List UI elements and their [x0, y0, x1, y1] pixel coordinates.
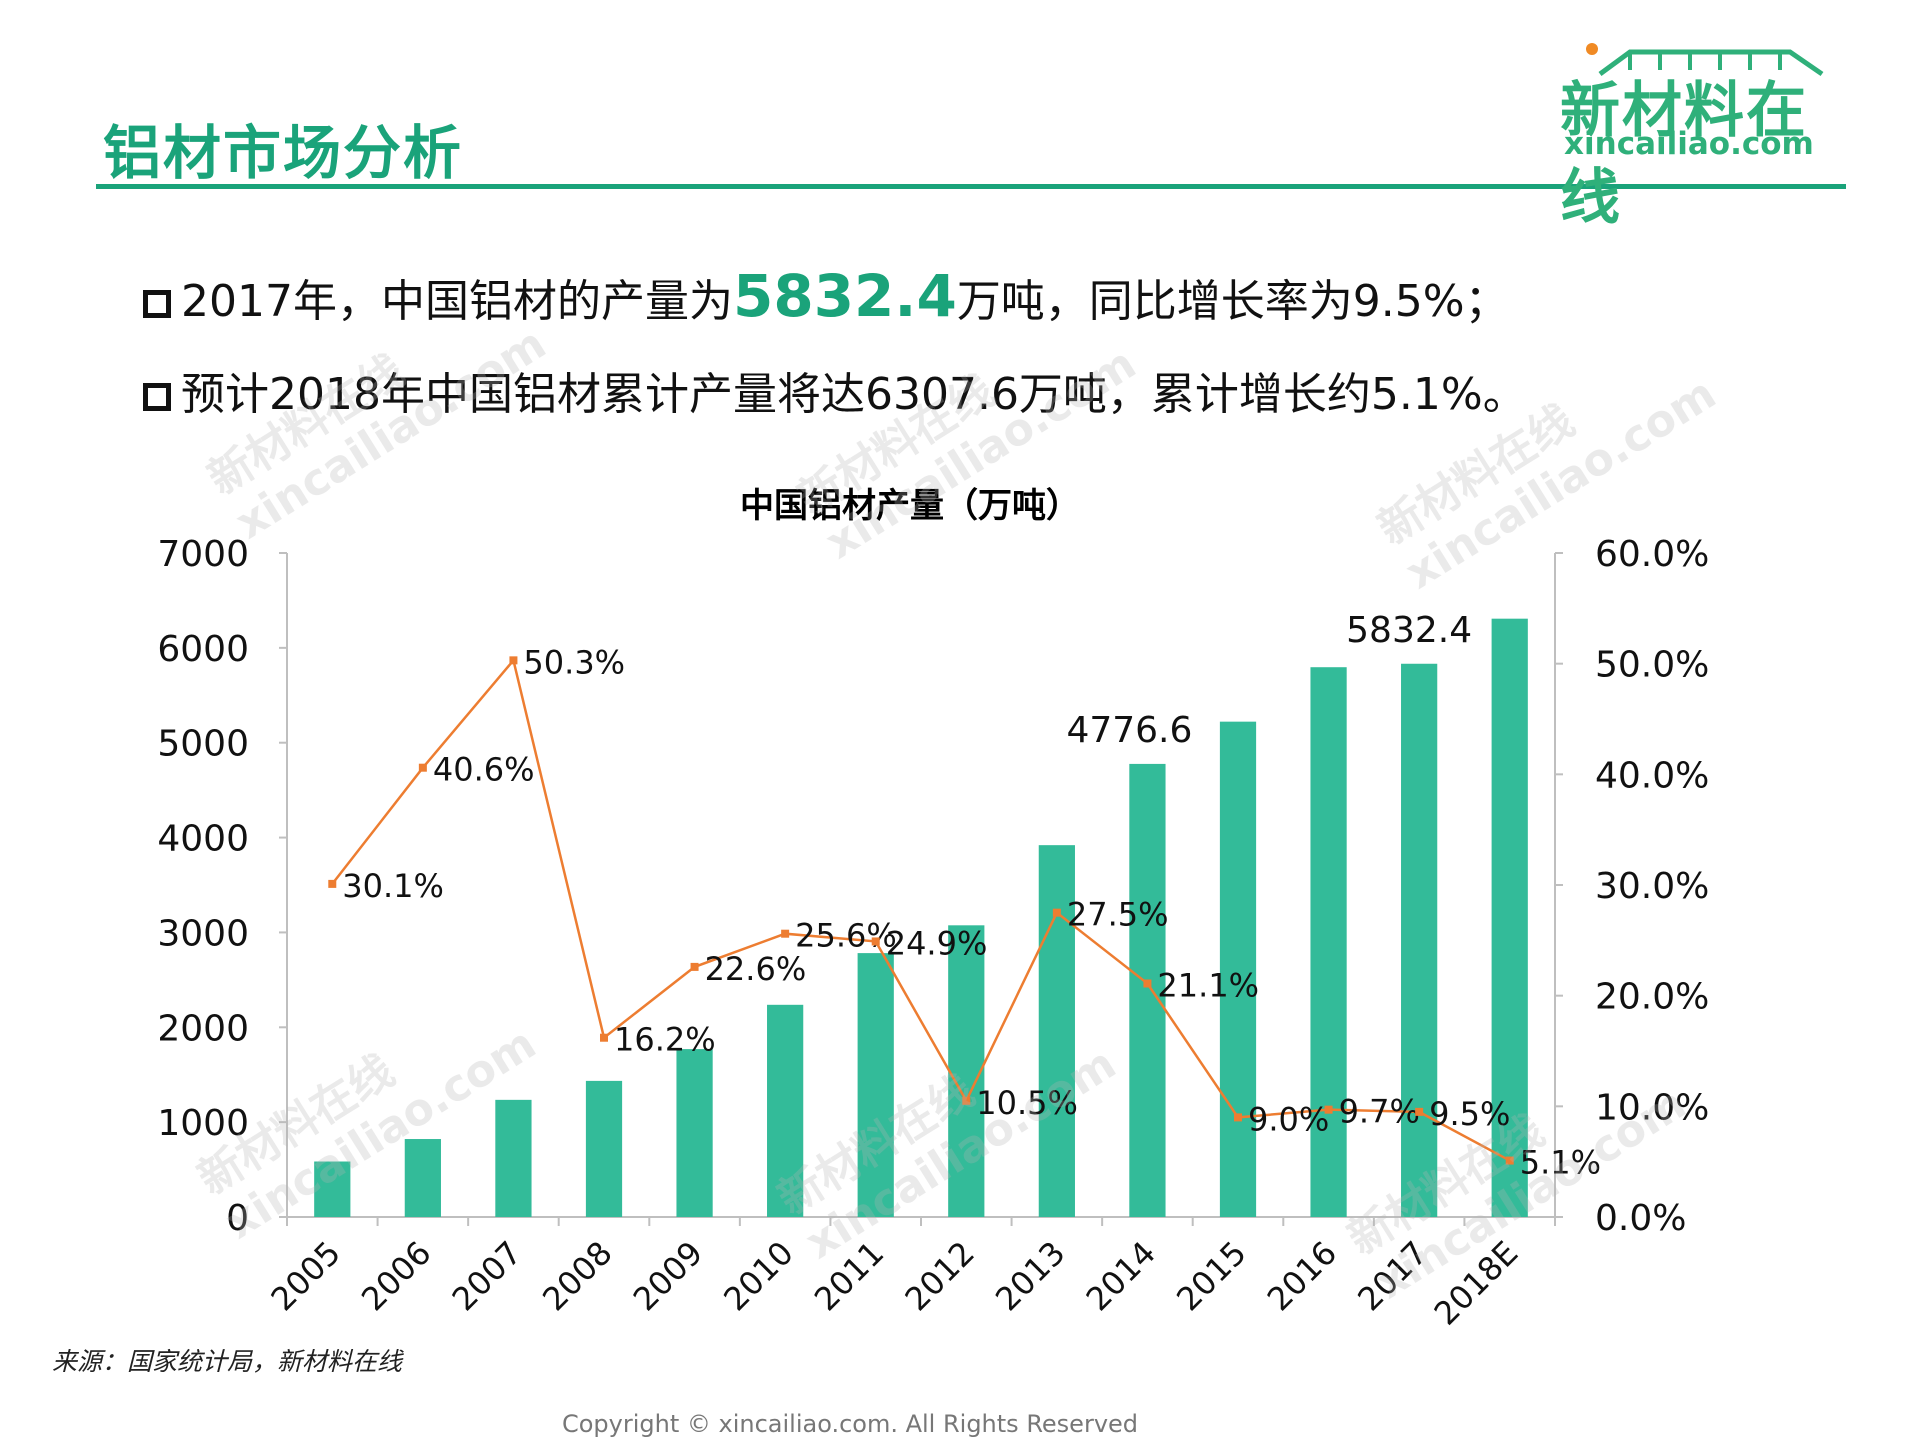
growth-data-label: 30.1%	[342, 867, 444, 905]
x-category-label: 2014	[1079, 1234, 1163, 1318]
y-right-tick-label: 0.0%	[1595, 1198, 1686, 1239]
growth-data-label: 16.2%	[614, 1021, 716, 1059]
growth-data-label: 9.7%	[1339, 1093, 1420, 1131]
x-category-label: 2010	[716, 1234, 800, 1318]
x-category-label: 2012	[897, 1234, 981, 1318]
chart-title: 中国铝材产量（万吨）	[740, 486, 1080, 526]
bar-2016	[1310, 667, 1347, 1217]
growth-data-label: 5.1%	[1520, 1144, 1601, 1182]
growth-data-label: 50.3%	[523, 643, 625, 681]
x-category-label: 2017	[1350, 1234, 1434, 1318]
growth-point-2008	[600, 1033, 608, 1042]
bullet-highlight: 5832.4	[732, 262, 957, 330]
growth-point-2011	[871, 937, 880, 946]
y-right-tick-label: 60.0%	[1595, 534, 1709, 575]
growth-point-2013	[1052, 908, 1061, 917]
y-right-tick-label: 10.0%	[1595, 1087, 1709, 1128]
y-left-tick-label: 1000	[157, 1103, 249, 1144]
bar-2009	[676, 1049, 713, 1217]
y-right-tick-label: 40.0%	[1595, 755, 1709, 796]
roof-icon	[1586, 43, 1824, 77]
y-left-tick-label: 0	[226, 1198, 249, 1239]
x-category-label: 2013	[988, 1234, 1072, 1318]
bar-2018E	[1491, 618, 1528, 1217]
x-category-label: 2005	[263, 1234, 347, 1318]
bullet-text: 预计2018年中国铝材累计产量将达6307.6万吨，累计增长约5.1%。	[181, 369, 1527, 420]
bullet-production-2017: 2017年，中国铝材的产量为5832.4万吨，同比增长率为9.5%；	[143, 262, 1509, 330]
growth-point-2017	[1415, 1107, 1424, 1116]
bar-2013	[1038, 845, 1075, 1217]
bar-2017	[1401, 663, 1438, 1217]
page-title: 铝材市场分析	[103, 119, 464, 187]
bar-2006	[404, 1139, 441, 1217]
bar-2005	[314, 1161, 351, 1217]
growth-point-2007	[509, 656, 518, 665]
y-left-tick-label: 6000	[157, 629, 249, 670]
growth-point-2005	[328, 879, 337, 888]
growth-data-label: 27.5%	[1067, 896, 1169, 934]
growth-data-label: 40.6%	[433, 751, 535, 789]
copyright: Copyright © xincailiao.com. All Rights R…	[561, 1410, 1139, 1438]
y-right-tick-label: 20.0%	[1595, 977, 1709, 1018]
growth-point-2009	[690, 962, 699, 971]
growth-data-label: 22.6%	[705, 950, 807, 988]
bullet-forecast-2018: 预计2018年中国铝材累计产量将达6307.6万吨，累计增长约5.1%。	[143, 358, 1527, 422]
y-left-tick-label: 5000	[157, 724, 249, 765]
bar-2015	[1219, 721, 1257, 1217]
growth-data-label: 24.9%	[886, 924, 988, 962]
growth-data-label: 10.5%	[976, 1084, 1078, 1122]
logo-url: xincailiao.com	[1564, 126, 1814, 162]
logo-name: 新材料在线	[1560, 76, 1808, 233]
x-category-label: 2018E	[1427, 1234, 1526, 1333]
bar-2011	[857, 953, 894, 1217]
growth-point-2018E	[1505, 1156, 1514, 1165]
y-left-tick-label: 2000	[157, 1008, 249, 1049]
x-category-label: 2008	[535, 1234, 619, 1318]
brand-logo: 新材料在线 xincailiao.com	[1560, 40, 1860, 233]
bar-data-label: 5832.4	[1346, 610, 1472, 651]
checkbox-bullet-icon	[143, 383, 171, 411]
y-right-tick-label: 30.0%	[1595, 866, 1709, 907]
y-left-tick-label: 3000	[157, 913, 249, 954]
x-category-label: 2011	[807, 1234, 891, 1318]
bar-2012	[948, 925, 985, 1217]
growth-data-label: 25.6%	[795, 917, 897, 955]
bar-2014	[1129, 763, 1166, 1217]
growth-point-2012	[962, 1096, 971, 1105]
bar-2007	[495, 1099, 532, 1217]
y-right-tick-label: 50.0%	[1595, 645, 1709, 686]
header-divider	[96, 184, 1846, 189]
x-category-label: 2016	[1260, 1234, 1344, 1318]
growth-data-label: 21.1%	[1157, 966, 1259, 1004]
growth-point-2010	[781, 929, 790, 938]
x-category-label: 2009	[626, 1234, 710, 1318]
checkbox-bullet-icon	[143, 290, 171, 318]
growth-point-2016	[1324, 1105, 1333, 1114]
bullet-text: 2017年，中国铝材的产量为	[181, 276, 733, 327]
x-category-label: 2006	[354, 1234, 438, 1318]
growth-point-2015	[1234, 1113, 1242, 1122]
y-left-tick-label: 7000	[157, 534, 249, 575]
bar-data-label: 4776.6	[1066, 710, 1192, 751]
y-left-tick-label: 4000	[157, 819, 249, 860]
source-note: 来源：国家统计局，新材料在线	[52, 1347, 403, 1376]
bullet-text-suffix: 万吨，同比增长率为9.5%；	[956, 276, 1509, 327]
bar-2008	[585, 1080, 623, 1217]
growth-point-2006	[418, 763, 427, 772]
growth-data-label: 9.5%	[1429, 1095, 1510, 1133]
bar-2010	[767, 1004, 804, 1217]
x-category-label: 2007	[445, 1234, 529, 1318]
growth-data-label: 9.0%	[1248, 1100, 1329, 1138]
growth-rate-line	[331, 657, 1511, 1162]
x-category-label: 2015	[1169, 1234, 1253, 1318]
growth-point-2014	[1143, 979, 1152, 988]
